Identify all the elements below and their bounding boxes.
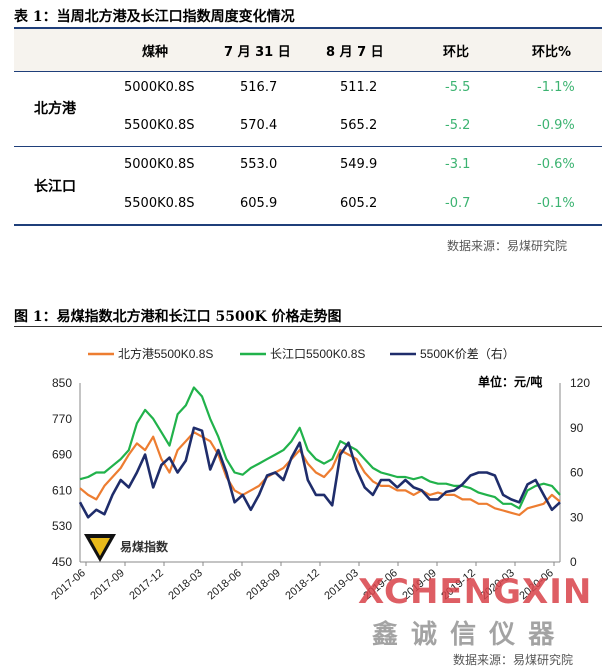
x-tick-label: 2017-06 (49, 567, 88, 602)
legend-label: 长江口5500K0.8S (270, 347, 365, 361)
header-date2: 8 月 7 日 (326, 45, 384, 60)
header-change: 环比 (443, 45, 470, 60)
table-cell: 5000K0.8S (124, 157, 195, 172)
y-tick-label-left: 450 (52, 555, 72, 569)
table-cell-pct: -0.6% (537, 157, 575, 172)
x-tick-label: 2018-03 (166, 567, 205, 602)
table-top-rule (14, 27, 602, 29)
table-cell: 553.0 (240, 157, 278, 172)
table-bottom-rule (14, 224, 602, 226)
figure-title: 图 1：易煤指数北方港和长江口 5500K 价格走势图 (14, 309, 342, 325)
table-cell-pct: -0.9% (537, 118, 575, 133)
unit-label: 单位：元/吨 (478, 375, 543, 389)
table-cell: 605.2 (340, 196, 378, 211)
y-tick-label-left: 690 (52, 448, 72, 462)
series-line-2 (79, 386, 561, 510)
table-cell: 5500K0.8S (124, 118, 195, 133)
table-cell: 511.2 (340, 80, 378, 95)
x-tick-label: 2017-09 (88, 567, 127, 602)
table-cell-pct: -0.1% (537, 196, 575, 211)
header-date1: 7 月 31 日 (224, 45, 291, 60)
table-cell: 5000K0.8S (124, 80, 195, 95)
x-tick-label: 2018-09 (244, 567, 283, 602)
watermark-latin: XCHENGXIN (358, 572, 593, 612)
table-header-band (14, 29, 602, 71)
logo-text: 易煤指数 (120, 540, 169, 554)
x-tick-label: 2018-12 (283, 567, 322, 602)
yimei-logo: 易煤指数 (82, 530, 182, 564)
legend-label: 5500K价差（右） (420, 346, 515, 361)
table-header-rule (14, 71, 602, 72)
table-source: 数据来源：易煤研究院 (447, 239, 568, 253)
yimei-logo-icon (84, 534, 116, 562)
table-cell-change: -3.1 (445, 157, 471, 172)
series-line-3 (78, 426, 561, 519)
y-tick-label-right: 0 (570, 555, 577, 569)
y-tick-label-left: 530 (52, 519, 72, 533)
y-tick-label-left: 770 (52, 412, 72, 426)
figure-top-rule (14, 326, 602, 327)
y-tick-label-right: 60 (570, 466, 584, 480)
table-cell-change: -5.2 (445, 118, 471, 133)
table-cell: 570.4 (240, 118, 278, 133)
table-title: 表 1：当周北方港及长江口指数周度变化情况 (14, 9, 295, 25)
header-change-pct: 环比% (532, 45, 572, 60)
table-cell-pct: -1.1% (537, 80, 575, 95)
region-label: 北方港 (34, 101, 76, 117)
y-tick-label-left: 850 (52, 376, 72, 390)
table-cell: 516.7 (240, 80, 278, 95)
table-cell: 565.2 (340, 118, 378, 133)
y-tick-label-right: 120 (570, 376, 590, 390)
table-cell: 5500K0.8S (124, 196, 195, 211)
table-cell: 549.9 (340, 157, 378, 172)
legend-label: 北方港5500K0.8S (118, 346, 213, 361)
x-tick-label: 2017-12 (127, 567, 166, 602)
group-divider (14, 146, 602, 147)
table-cell-change: -0.7 (445, 196, 471, 211)
header-coal: 煤种 (142, 45, 169, 60)
region-label: 长江口 (34, 179, 76, 195)
y-tick-label-right: 90 (570, 421, 584, 435)
x-tick-label: 2019-03 (322, 567, 361, 602)
series-line-1 (79, 431, 561, 517)
y-tick-label-left: 610 (52, 483, 72, 497)
table-cell-change: -5.5 (445, 80, 471, 95)
figure-source: 数据来源：易煤研究院 (453, 653, 574, 667)
watermark-chinese: 鑫 诚 信 仪 器 (372, 620, 557, 650)
y-tick-label-right: 30 (570, 510, 584, 524)
x-tick-label: 2018-06 (205, 567, 244, 602)
table-cell: 605.9 (240, 196, 278, 211)
